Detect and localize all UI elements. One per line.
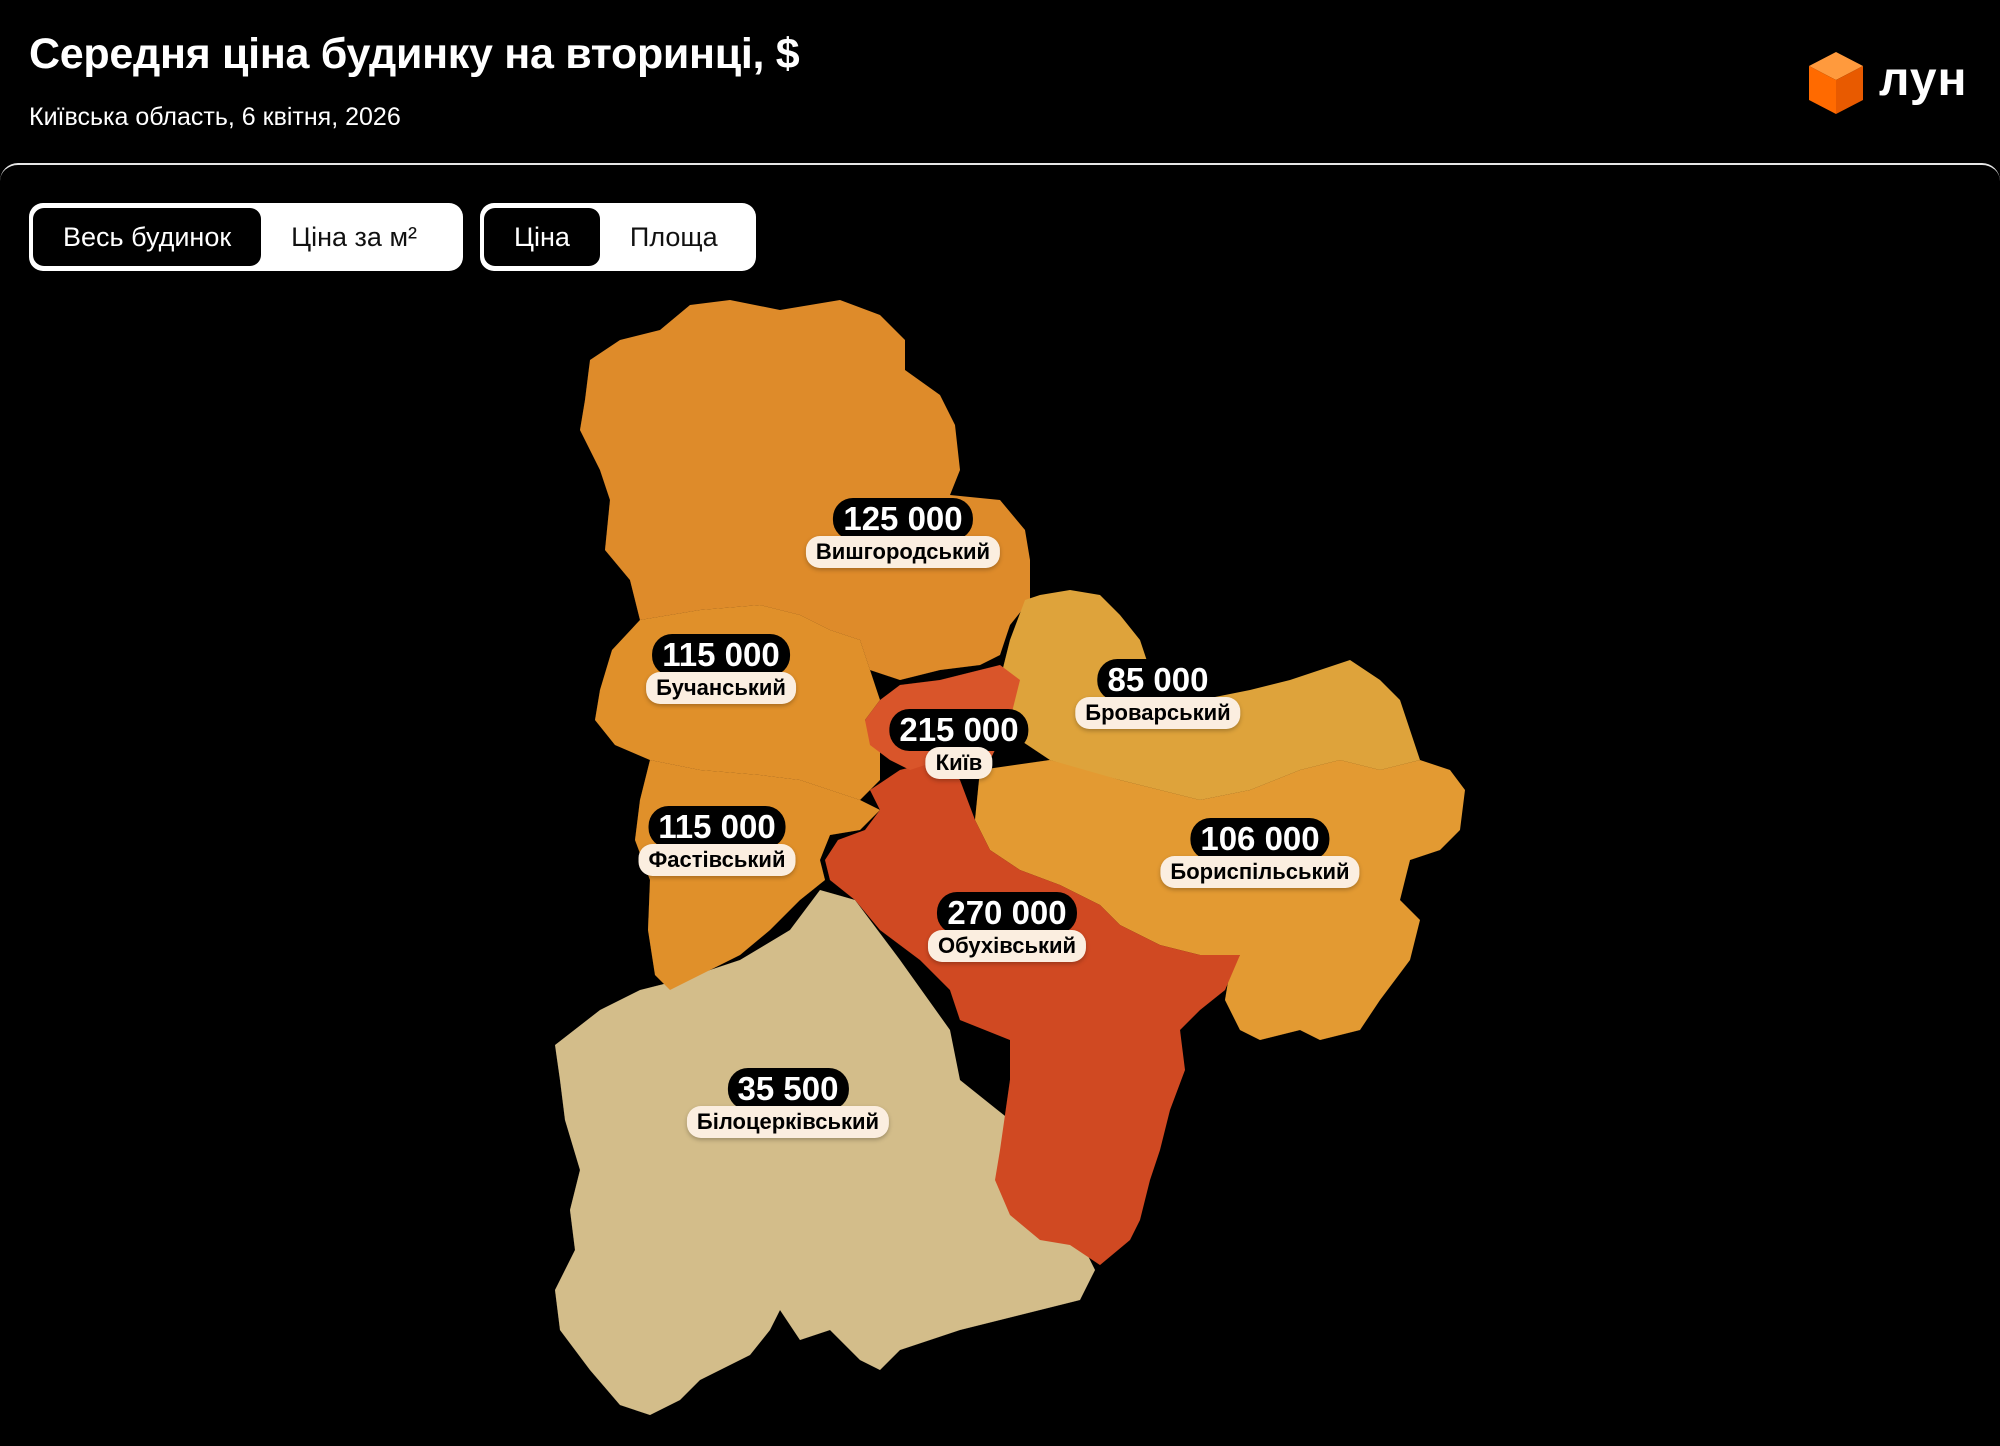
region-label-vyshhorodskyi[interactable]: 125 000 Вишгородський bbox=[805, 498, 1001, 568]
region-name: Вишгородський bbox=[805, 536, 1001, 568]
toggle-price-per-m2[interactable]: Ціна за м² bbox=[291, 221, 418, 252]
mode-toggle: Весь будинок Ціна за м² bbox=[29, 203, 463, 271]
page-subtitle: Київська область, 6 квітня, 2026 bbox=[29, 103, 401, 131]
region-label-boryspilskyi[interactable]: 106 000 Бориспільський bbox=[1160, 818, 1360, 888]
cube-icon bbox=[1809, 52, 1863, 114]
metric-toggle: Ціна Площа bbox=[480, 203, 756, 271]
region-label-kyiv[interactable]: 215 000 Київ bbox=[889, 709, 1029, 779]
region-name: Білоцерківський bbox=[686, 1106, 890, 1138]
region-obukhivskyi[interactable] bbox=[825, 760, 1240, 1265]
region-value: 115 000 bbox=[648, 806, 786, 848]
region-brovarskyi[interactable] bbox=[1000, 590, 1420, 800]
region-value: 125 000 bbox=[833, 498, 973, 540]
toggle-whole-house[interactable]: Весь будинок bbox=[33, 208, 262, 266]
region-value: 215 000 bbox=[889, 709, 1029, 751]
region-value: 35 500 bbox=[727, 1068, 849, 1110]
region-value: 85 000 bbox=[1097, 659, 1219, 701]
region-value: 270 000 bbox=[937, 892, 1077, 934]
toggle-area[interactable]: Площа bbox=[629, 221, 718, 252]
region-name: Бучанський bbox=[646, 672, 796, 704]
lun-logo[interactable]: лун bbox=[1805, 48, 1975, 118]
region-label-buchanskyi[interactable]: 115 000 Бучанський bbox=[646, 634, 796, 704]
page-title: Середня ціна будинку на вторинці, $ bbox=[29, 30, 800, 78]
region-name: Броварський bbox=[1075, 697, 1241, 729]
region-label-obukhivskyi[interactable]: 270 000 Обухівський bbox=[927, 892, 1087, 962]
region-boryspilskyi[interactable] bbox=[975, 760, 1465, 1040]
region-bilotserkivskyi[interactable] bbox=[555, 890, 1095, 1415]
region-name: Київ bbox=[925, 747, 993, 779]
toggle-price[interactable]: Ціна bbox=[484, 208, 600, 266]
region-value: 106 000 bbox=[1190, 818, 1330, 860]
region-name: Фастівський bbox=[638, 844, 796, 876]
region-label-bilotserkivskyi[interactable]: 35 500 Білоцерківський bbox=[686, 1068, 890, 1138]
region-name: Бориспільський bbox=[1160, 856, 1360, 888]
header: Середня ціна будинку на вторинці, $ Київ… bbox=[0, 0, 2000, 163]
region-name: Обухівський bbox=[927, 930, 1087, 962]
region-label-brovarskyi[interactable]: 85 000 Броварський bbox=[1075, 659, 1241, 729]
logo-text: лун bbox=[1879, 53, 1968, 106]
region-label-fastivskyi[interactable]: 115 000 Фастівський bbox=[638, 806, 796, 876]
region-vyshhorodskyi[interactable] bbox=[580, 300, 1030, 680]
region-value: 115 000 bbox=[652, 634, 790, 676]
